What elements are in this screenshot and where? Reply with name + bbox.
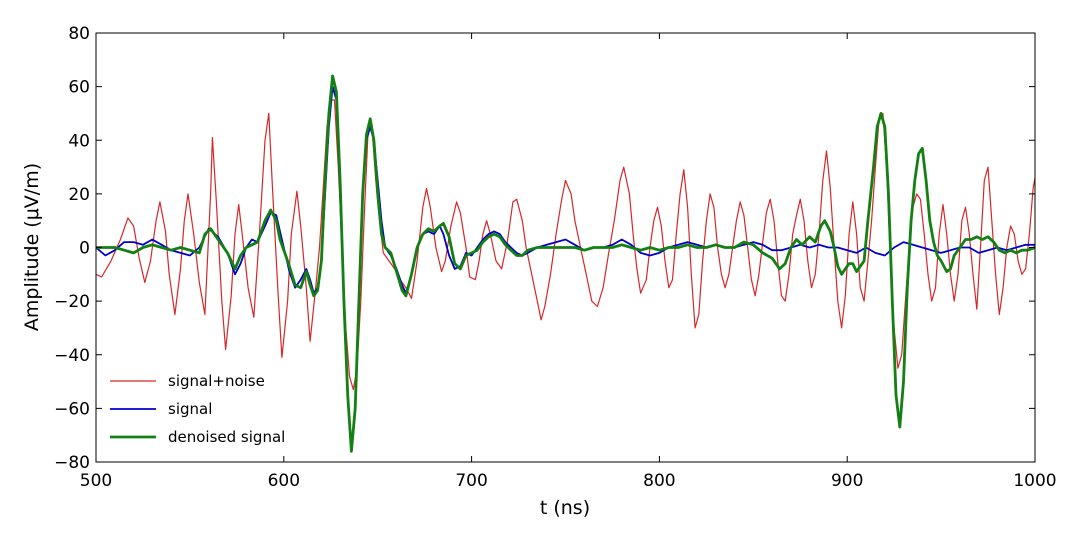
y-tick-label: −20: [54, 292, 90, 312]
y-tick-label: 0: [79, 239, 90, 259]
x-tick-label: 900: [831, 471, 863, 491]
x-tick-label: 700: [455, 471, 487, 491]
y-tick-label: −80: [54, 453, 90, 473]
x-tick-label: 800: [643, 471, 675, 491]
y-axis-title: Amplitude (μV/m): [21, 163, 43, 331]
y-tick-label: 40: [68, 131, 90, 151]
legend-label: signal+noise: [168, 372, 265, 390]
series-line-3: [96, 74, 1036, 453]
series-line-1: [95, 99, 1036, 391]
x-tick-label: 1000: [1013, 471, 1056, 491]
legend-label: denoised signal: [168, 428, 285, 446]
y-tick-label: 60: [68, 78, 90, 98]
y-tick-label: −40: [54, 346, 90, 366]
y-tick-label: −60: [54, 399, 90, 419]
y-tick-label: 20: [68, 185, 90, 205]
y-tick-label: 80: [68, 24, 90, 44]
x-axis-title: t (ns): [540, 497, 590, 519]
x-tick-label: 600: [268, 471, 300, 491]
ticks-layer: 500 600 700 800 900 1000 −80 −60 −40 −20 0 20 40 60 80: [54, 24, 1057, 491]
series-layer: [95, 74, 1036, 453]
x-tick-label: 500: [80, 471, 112, 491]
legend: signal+noise signal denoised signal: [110, 372, 285, 446]
legend-label: signal: [168, 400, 212, 418]
